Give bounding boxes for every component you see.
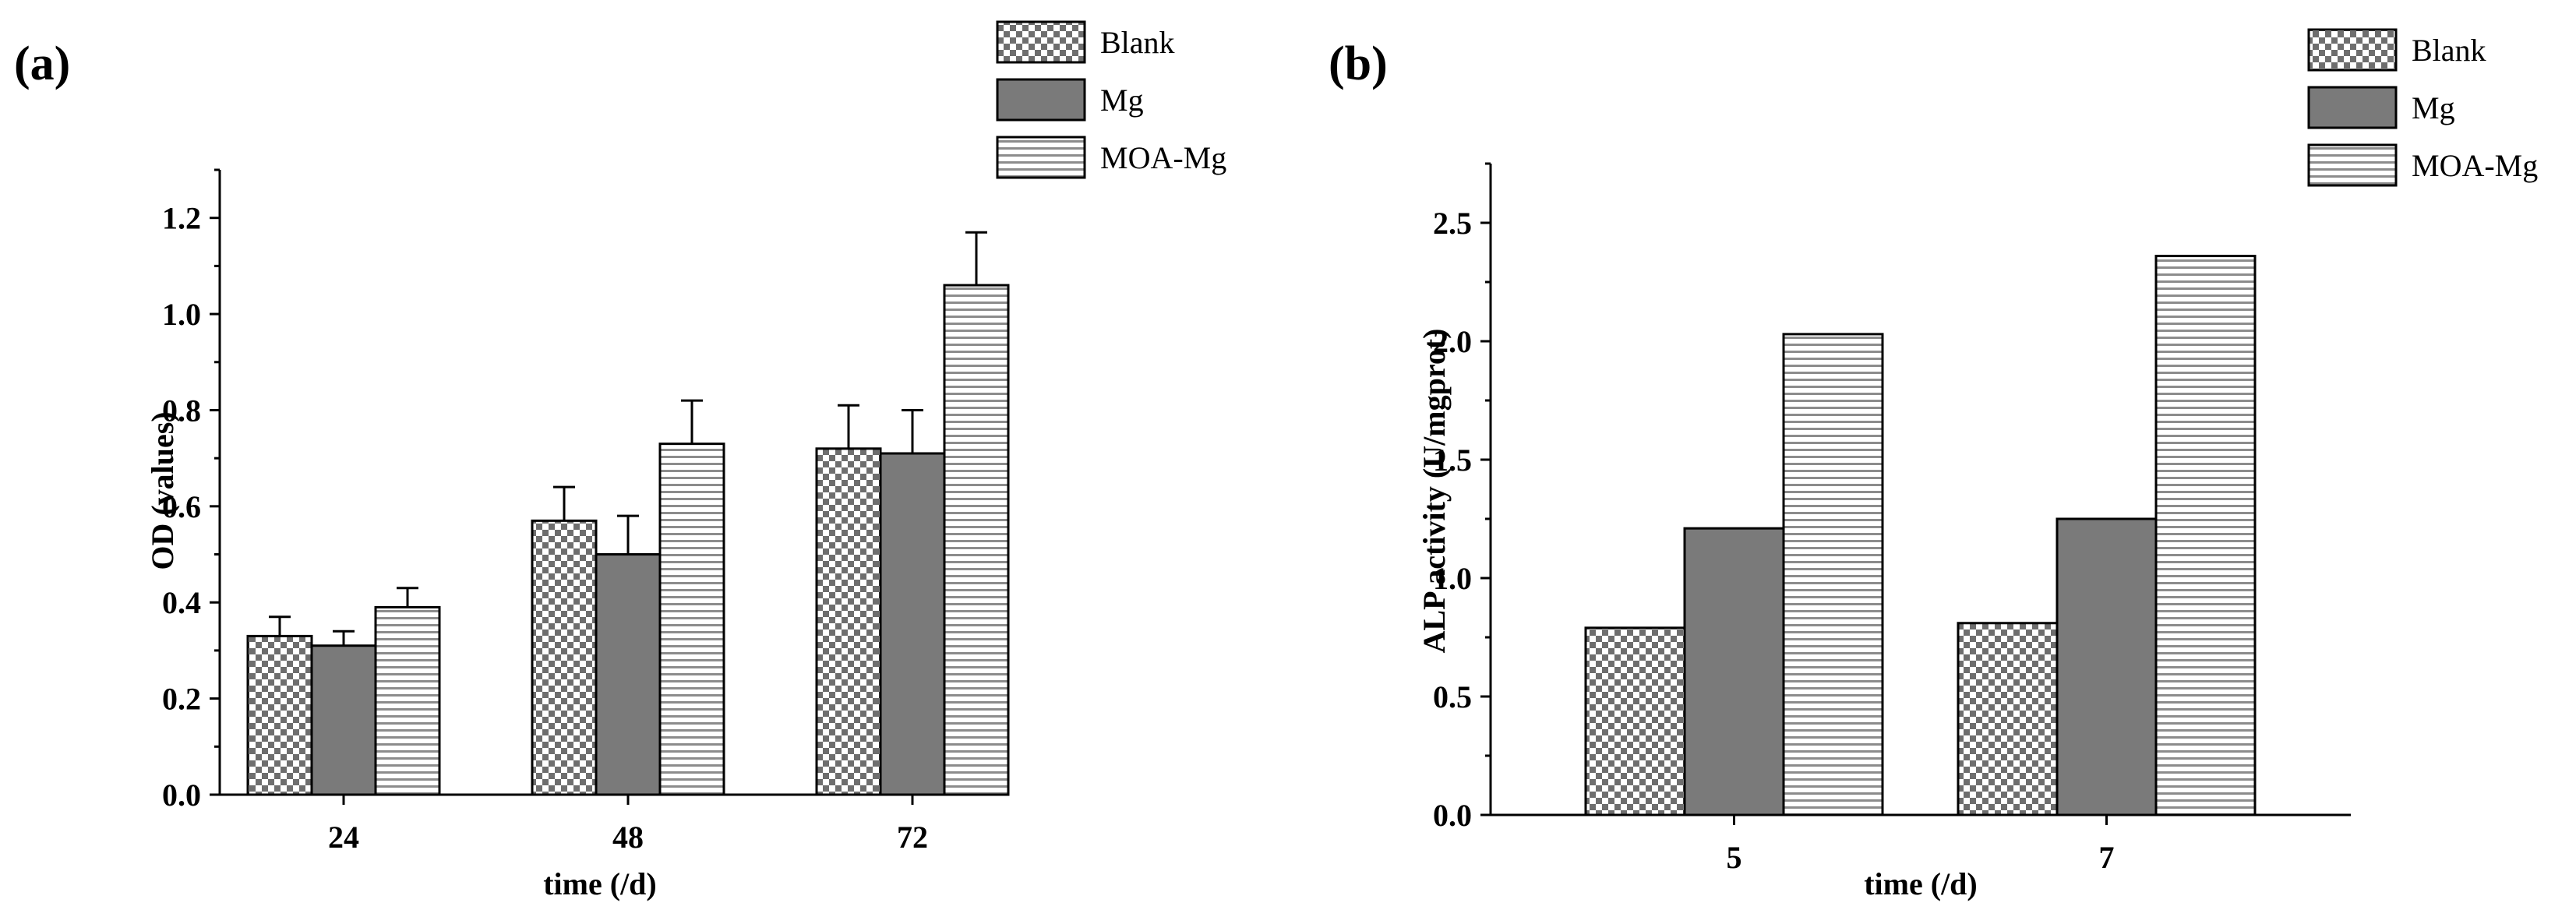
- legend-swatch-blank: [2307, 28, 2398, 72]
- legend-swatch-moa-mg: [996, 136, 1086, 179]
- panel-a: (a) OD (values) time (/d) 0.00.20.40.60.…: [14, 20, 1226, 901]
- bar-moa-mg-5: [1782, 333, 1884, 816]
- x-axis-title: time (/d): [543, 866, 657, 901]
- legend: Blank Mg MOA-Mg: [2307, 28, 2538, 187]
- legend-label: MOA-Mg: [1100, 140, 1226, 175]
- y-tick-label: 0.5: [1433, 679, 1472, 714]
- y-tick-label: 2.0: [1433, 324, 1472, 359]
- legend-label: Blank: [1100, 25, 1175, 60]
- bar-mg-7: [2056, 517, 2158, 816]
- bar-blank-24: [246, 634, 313, 796]
- x-axis-title: time (/d): [1864, 866, 1978, 901]
- y-tick-label: 0.8: [162, 393, 201, 428]
- x-tick-label: 24: [328, 820, 359, 855]
- panel-label: (b): [1329, 37, 1388, 90]
- y-tick-label: 0.6: [162, 489, 201, 524]
- bar-blank-72: [815, 447, 882, 796]
- y-tick-label: 0.0: [1433, 798, 1472, 833]
- y-tick-label: 1.5: [1433, 443, 1472, 478]
- legend-label: Mg: [1100, 83, 1144, 118]
- legend-label: Blank: [2412, 33, 2486, 68]
- plot-area: 0.0 0.5 1.0 1.5 2.0 2.5 5 7: [1433, 162, 2351, 875]
- bar-moa-mg-7: [2154, 255, 2257, 816]
- legend-swatch-mg: [2307, 86, 2398, 129]
- y-axis-title: ALP activity (U/mgprot): [1417, 329, 1452, 654]
- bar-moa-mg-48: [658, 443, 725, 796]
- legend-label: MOA-Mg: [2412, 148, 2538, 183]
- legend: Blank Mg MOA-Mg: [996, 20, 1226, 179]
- legend-swatch-moa-mg: [2307, 143, 2398, 187]
- bar-moa-mg-24: [374, 605, 441, 796]
- legend-swatch-blank: [996, 20, 1086, 64]
- y-tick-label: 0.2: [162, 682, 201, 717]
- x-tick-label: 5: [1727, 840, 1742, 875]
- y-tick-label: 1.0: [162, 297, 201, 332]
- panel-label: (a): [14, 37, 70, 90]
- x-tick-label: 72: [897, 820, 928, 855]
- legend-swatch-mg: [996, 78, 1086, 122]
- bar-blank-7: [1957, 622, 2059, 816]
- bar-mg-24: [310, 644, 377, 796]
- y-tick-label: 2.5: [1433, 206, 1472, 241]
- bar-blank-48: [531, 519, 598, 796]
- bar-mg-48: [595, 553, 662, 796]
- legend-label: Mg: [2412, 90, 2455, 125]
- bar-moa-mg-72: [943, 284, 1010, 796]
- plot-area: 0.0 0.2 0.4 0.6 0.8 1.0 1.2 24 48 72: [162, 168, 1010, 855]
- y-axis-title: OD (values): [145, 411, 180, 570]
- y-tick-label: 1.2: [162, 201, 201, 236]
- y-tick-label: 1.0: [1433, 561, 1472, 596]
- y-tick-label: 0.4: [162, 585, 201, 620]
- bar-mg-5: [1683, 527, 1785, 816]
- y-tick-label: 0.0: [162, 778, 201, 813]
- bar-blank-5: [1584, 626, 1686, 816]
- x-tick-label: 48: [612, 820, 644, 855]
- bar-mg-72: [879, 452, 946, 796]
- x-tick-label: 7: [2099, 840, 2115, 875]
- panel-b: (b) ALP activity (U/mgprot) time (/d) 0.…: [1329, 28, 2538, 901]
